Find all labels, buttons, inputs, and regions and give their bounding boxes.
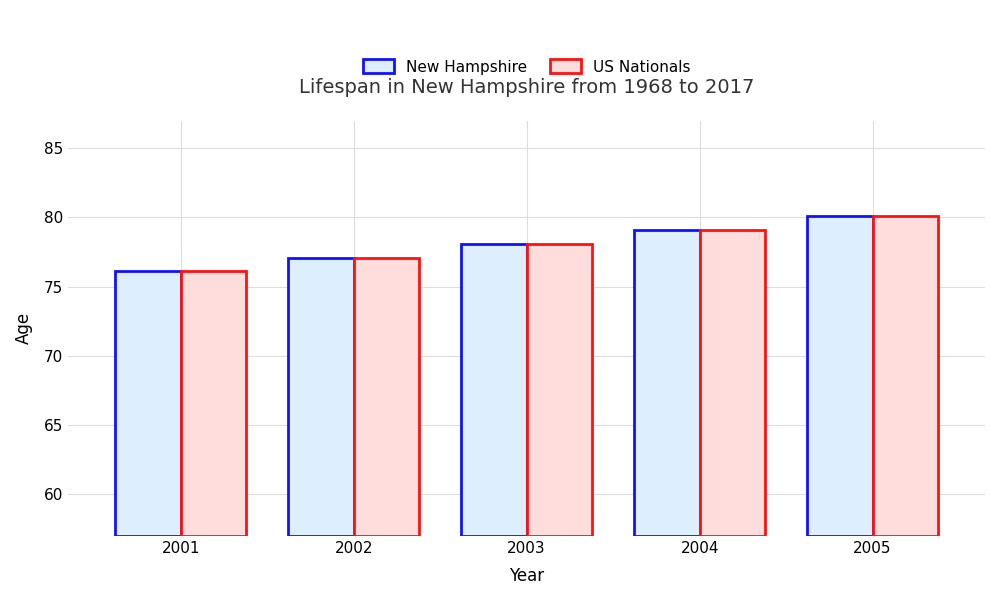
- Bar: [634, 230, 700, 536]
- Bar: [700, 230, 765, 536]
- Legend: New Hampshire, US Nationals: New Hampshire, US Nationals: [357, 53, 696, 80]
- Bar: [807, 216, 873, 536]
- Bar: [873, 216, 938, 536]
- Y-axis label: Age: Age: [15, 312, 33, 344]
- Bar: [115, 271, 181, 536]
- Bar: [181, 271, 246, 536]
- Bar: [461, 244, 527, 536]
- Bar: [288, 257, 354, 536]
- Bar: [354, 257, 419, 536]
- Title: Lifespan in New Hampshire from 1968 to 2017: Lifespan in New Hampshire from 1968 to 2…: [299, 78, 754, 97]
- X-axis label: Year: Year: [509, 567, 544, 585]
- Bar: [527, 244, 592, 536]
